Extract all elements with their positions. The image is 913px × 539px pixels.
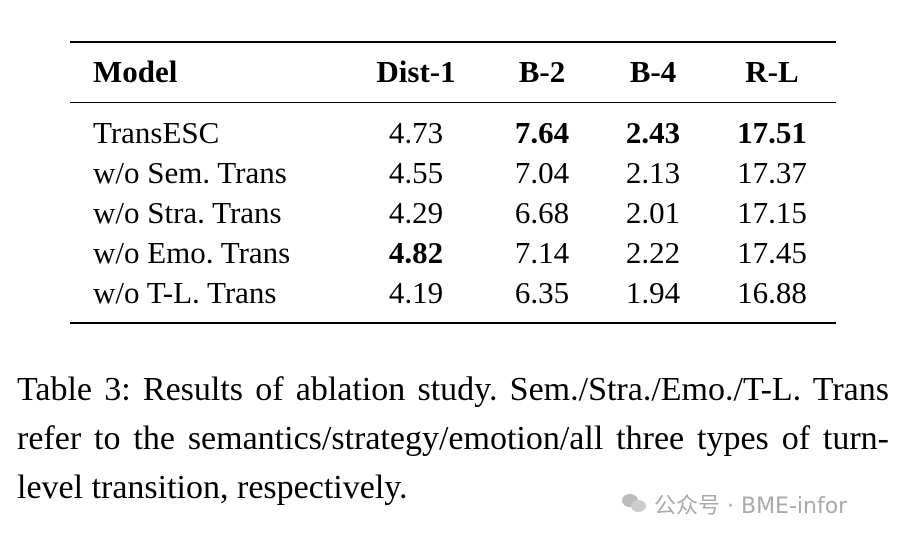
top-rule xyxy=(70,41,836,43)
watermark: 公众号 · BME-infor xyxy=(622,488,847,520)
metric-cell-dist-1: 4.29 xyxy=(388,195,444,230)
wechat-icon xyxy=(622,494,648,514)
watermark-text: 公众号 · BME-infor xyxy=(654,494,848,519)
metric-cell-r-l: 17.15 xyxy=(737,195,807,230)
metric-cell-b-2: 7.04 xyxy=(514,155,570,190)
metric-cell-r-l: 17.45 xyxy=(737,235,807,270)
model-name-cell: w/o Emo. Trans xyxy=(93,235,291,270)
metric-cell-r-l: 17.51 xyxy=(737,115,807,150)
metric-cell-b-4: 2.22 xyxy=(625,235,681,270)
metric-cell-r-l: 16.88 xyxy=(737,275,807,310)
model-name-cell: TransESC xyxy=(93,115,220,150)
metric-cell-b-4: 2.43 xyxy=(625,115,681,150)
header-b-2: B-2 xyxy=(518,54,566,89)
metric-cell-b-4: 2.01 xyxy=(625,195,681,230)
table-row: w/o Stra. Trans 4.29 6.68 2.01 17.15 xyxy=(0,193,913,233)
metric-cell-dist-1: 4.55 xyxy=(388,155,444,190)
table-row: w/o Sem. Trans 4.55 7.04 2.13 17.37 xyxy=(0,153,913,193)
header-rule xyxy=(70,102,836,103)
bottom-rule xyxy=(70,322,836,324)
metric-cell-dist-1: 4.73 xyxy=(388,115,444,150)
metric-cell-r-l: 17.37 xyxy=(737,155,807,190)
model-name-cell: w/o T-L. Trans xyxy=(93,275,277,310)
metric-cell-b-2: 7.64 xyxy=(514,115,570,150)
header-r-l: R-L xyxy=(745,54,799,89)
header-model: Model xyxy=(93,54,178,89)
header-b-4: B-4 xyxy=(629,54,677,89)
table-caption: Table 3: Results of ablation study. Sem.… xyxy=(17,371,889,506)
model-name-cell: w/o Stra. Trans xyxy=(93,195,282,230)
table-row: w/o T-L. Trans 4.19 6.35 1.94 16.88 xyxy=(0,273,913,313)
metric-cell-b-2: 7.14 xyxy=(514,235,570,270)
model-name-cell: w/o Sem. Trans xyxy=(93,155,287,190)
metric-cell-b-4: 1.94 xyxy=(625,275,681,310)
metric-cell-b-2: 6.35 xyxy=(514,275,570,310)
table-row: w/o Emo. Trans 4.82 7.14 2.22 17.45 xyxy=(0,233,913,273)
table-row: TransESC 4.73 7.64 2.43 17.51 xyxy=(0,113,913,153)
header-dist-1: Dist-1 xyxy=(376,54,456,89)
metric-cell-dist-1: 4.19 xyxy=(388,275,444,310)
metric-cell-b-2: 6.68 xyxy=(514,195,570,230)
metric-cell-dist-1: 4.82 xyxy=(388,235,444,270)
metric-cell-b-4: 2.13 xyxy=(625,155,681,190)
table-header: Model Dist-1 B-2 B-4 R-L xyxy=(0,52,913,92)
